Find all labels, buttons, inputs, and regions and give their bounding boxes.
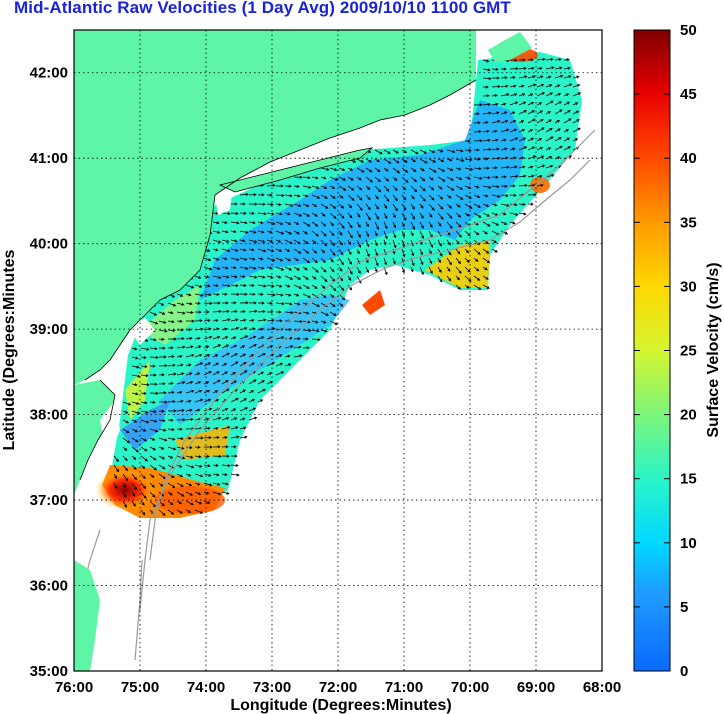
x-tick-label: 68:00 (583, 679, 621, 696)
colorbar-tick-label: 0 (680, 663, 688, 680)
y-tick-label: 40:00 (30, 236, 68, 253)
y-tick-label: 41:00 (30, 150, 68, 167)
y-axis-label: Latitude (Degrees:Minutes (1, 249, 18, 450)
x-tick-label: 72:00 (319, 679, 357, 696)
colorbar-tick-label: 10 (680, 535, 697, 552)
colorbar-tick-label: 45 (680, 86, 697, 103)
coastline (79, 79, 477, 481)
x-axis-ticks: 76:00 75:00 74:00 73:00 72:00 71:00 70:00 69:00… (55, 679, 621, 696)
x-tick-label: 73:00 (253, 679, 291, 696)
x-tick-label: 74:00 (187, 679, 225, 696)
y-tick-label: 38:00 (30, 407, 68, 424)
y-tick-label: 39:00 (30, 321, 68, 338)
plot-frame (73, 29, 603, 672)
x-tick-label: 76:00 (55, 679, 93, 696)
colorbar-tick-label: 15 (680, 471, 697, 488)
y-tick-label: 35:00 (30, 663, 68, 680)
colorbar-label: Surface Velocity (cm/s) (705, 262, 722, 437)
y-tick-label: 37:00 (30, 492, 68, 509)
x-tick-label: 75:00 (121, 679, 159, 696)
colorbar-tick-label: 35 (680, 214, 697, 231)
colorbar-tick-label: 40 (680, 150, 697, 167)
y-tick-label: 42:00 (30, 65, 68, 82)
chart-title: Mid-Atlantic Raw Velocities (1 Day Avg) … (14, 0, 511, 17)
x-tick-label: 70:00 (451, 679, 489, 696)
colorbar-tick-label: 30 (680, 278, 697, 295)
colorbar-tick-label: 20 (680, 407, 697, 424)
x-axis-label: Longitude (Degrees:Minutes) (230, 697, 451, 714)
y-tick-label: 36:00 (30, 578, 68, 595)
x-tick-label: 71:00 (385, 679, 423, 696)
velocity-field (95, 48, 582, 518)
grid-lines (74, 30, 602, 671)
colorbar-tick-label: 50 (680, 22, 697, 39)
colorbar-tick-label: 5 (680, 599, 688, 616)
colorbar-tick-label: 25 (680, 343, 697, 360)
x-tick-label: 69:00 (517, 679, 555, 696)
y-axis-ticks: 42:00 41:00 40:00 39:00 38:00 37:00 36:00 35:00 (30, 65, 68, 680)
land-mass (74, 30, 532, 671)
